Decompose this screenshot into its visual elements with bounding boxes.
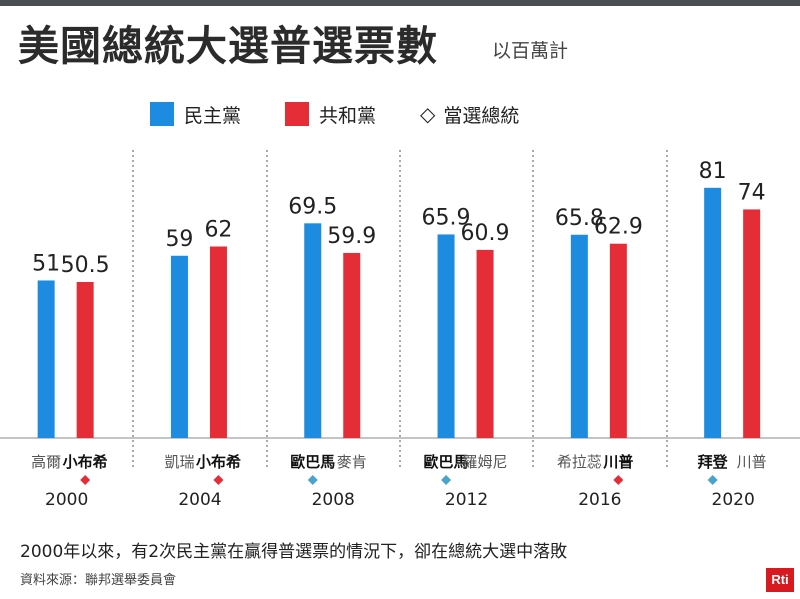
data-label: 62 [204, 217, 232, 242]
bar-rep [609, 243, 627, 438]
legend-swatch-rep [285, 102, 310, 126]
candidate-label: 拜登 [698, 453, 729, 471]
data-label: 51 [32, 251, 60, 276]
candidate-label: 凱瑞 [164, 453, 194, 471]
candidate-label: 川普 [602, 453, 633, 471]
bar-rep [743, 209, 761, 438]
data-label: 62.9 [594, 215, 643, 240]
data-label: 50.5 [61, 253, 110, 278]
x-tick-label: 2020 [712, 490, 755, 510]
x-tick-label: 2000 [45, 490, 88, 510]
top-bar [0, 0, 800, 6]
data-label: 60.9 [461, 221, 510, 246]
candidate-label: 高爾 [31, 453, 61, 471]
data-label: 59 [165, 227, 193, 252]
rti-logo: Rti [766, 568, 794, 592]
legend: 民主黨 共和黨 ◇ 當選總統 [150, 98, 563, 130]
winner-marker [441, 475, 452, 485]
bar-rep [209, 246, 227, 438]
data-label: 65.8 [555, 206, 604, 231]
candidate-label: 小布希 [63, 453, 108, 471]
diamond-icon: ◇ [420, 102, 436, 126]
chart-subtitle: 以百萬計 [492, 40, 569, 62]
x-tick-label: 2004 [178, 490, 221, 510]
data-label: 74 [738, 180, 766, 205]
legend-item-dem: 民主黨 [150, 101, 241, 128]
candidate-label: 川普 [737, 453, 767, 471]
legend-item-winner: ◇ 當選總統 [420, 101, 519, 128]
candidate-label: 羅姆尼 [463, 453, 508, 471]
legend-swatch-dem [150, 102, 174, 126]
x-tick-label: 2016 [578, 490, 621, 510]
candidate-label: 歐巴馬 [424, 453, 469, 471]
winner-marker [707, 475, 718, 485]
legend-label-rep: 共和黨 [319, 104, 377, 127]
bar-dem [37, 280, 55, 438]
source-note: 資料來源：聯邦選舉委員會 [20, 573, 177, 588]
x-tick-label: 2008 [312, 490, 355, 510]
data-label: 59.9 [327, 224, 376, 249]
winner-marker [613, 475, 624, 485]
x-tick-label: 2012 [445, 490, 488, 510]
footnote: 2000年以來，有2次民主黨在贏得普選票的情況下，卻在總統大選中落敗 [20, 542, 568, 562]
winner-marker [80, 475, 91, 485]
bar-rep [476, 249, 494, 438]
bar-rep [343, 252, 361, 438]
bar-dem [170, 255, 188, 438]
bar-chart: 51 高爾 50.5 小布希 2000 59 凱瑞 62 小布希 2004 69.5 歐巴馬 59.9 麥… [0, 150, 800, 510]
candidate-label: 麥肯 [337, 453, 367, 471]
candidate-label: 小布希 [196, 453, 241, 471]
bar-dem [304, 223, 322, 438]
candidate-label: 希拉蕊 [557, 453, 602, 471]
legend-label-winner: 當選總統 [443, 104, 520, 127]
legend-item-rep: 共和黨 [285, 101, 376, 128]
bar-dem [570, 234, 588, 438]
chart-title: 美國總統大選普選票數 [18, 22, 438, 70]
bar-dem [437, 234, 455, 438]
data-label: 65.9 [422, 205, 471, 230]
bar-rep [76, 282, 94, 438]
winner-marker [307, 475, 318, 485]
data-label: 81 [699, 159, 727, 184]
bar-dem [704, 187, 722, 438]
data-label: 69.5 [288, 194, 337, 219]
legend-label-dem: 民主黨 [184, 104, 242, 127]
winner-marker [213, 475, 224, 485]
candidate-label: 歐巴馬 [290, 453, 335, 471]
